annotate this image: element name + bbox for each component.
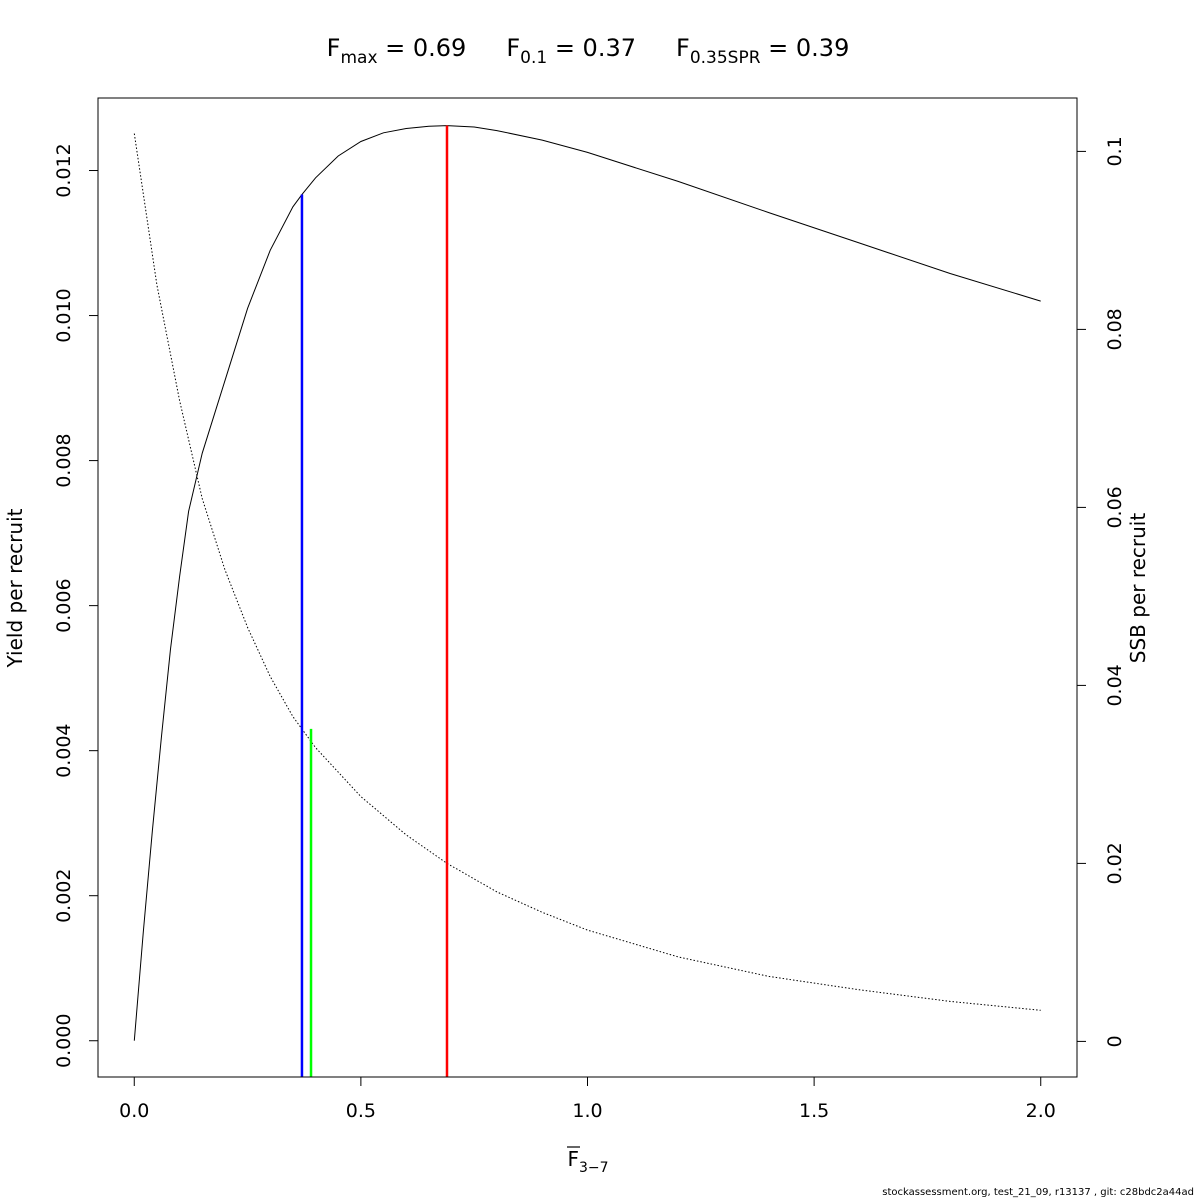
- y-tick-label: 0.010: [53, 288, 75, 342]
- plot-frame: [97, 97, 1078, 1078]
- y-axis-title: Yield per recruit: [3, 508, 27, 668]
- x-tick-label: 1.0: [572, 1100, 602, 1122]
- x-tick-label: 0.5: [346, 1100, 376, 1122]
- y-tick-label: 0.000: [53, 1014, 75, 1068]
- y-tick-label: 0.012: [53, 143, 75, 197]
- title-part-1-subscript: 0.1: [520, 48, 547, 68]
- reference-lines: [300, 125, 449, 1077]
- y2-axis-title: SSB per recruit: [1126, 513, 1150, 664]
- y2-tick-label: 0.02: [1104, 842, 1126, 884]
- y-tick-label: 0.002: [53, 869, 75, 923]
- y2-tick-label: 0.08: [1104, 308, 1126, 350]
- x-axis-title-symbol: F: [567, 1147, 579, 1171]
- y-tick-label: 0.004: [53, 723, 75, 777]
- y-tick-label: 0.006: [53, 578, 75, 632]
- x-axis: 0.0 0.5 1.0 1.5 2.0: [119, 1076, 1056, 1122]
- x-axis-title-subscript: 3−7: [579, 1160, 609, 1176]
- x-tick-label: 2.0: [1026, 1100, 1056, 1122]
- y2-tick-label: 0.04: [1104, 664, 1126, 706]
- title-part-2-symbol: F: [676, 34, 690, 62]
- title-part-0-subscript: max: [340, 48, 377, 68]
- title-part-1-value: = 0.37: [547, 34, 636, 62]
- y-axis-left: 0.000 0.002 0.004 0.006 0.008 0.010 0.012: [53, 143, 99, 1068]
- title-part-2-value: = 0.39: [761, 34, 850, 62]
- x-tick-label: 0.0: [119, 1100, 149, 1122]
- y2-tick-label: 0.1: [1104, 136, 1126, 166]
- title-part-1-symbol: F: [506, 34, 520, 62]
- ssb-per-recruit-line: [133, 133, 1041, 1011]
- y-tick-label: 0.008: [53, 433, 75, 487]
- series-group: [133, 125, 1041, 1041]
- title-part-0-symbol: F: [327, 34, 341, 62]
- x-axis-title: F3−7: [567, 1147, 608, 1176]
- title-part-2-subscript: 0.35SPR: [690, 48, 761, 68]
- x-tick-label: 1.5: [799, 1100, 829, 1122]
- y2-tick-label: 0: [1104, 1035, 1126, 1047]
- y2-tick-label: 0.06: [1104, 486, 1126, 528]
- title-part-0-value: = 0.69: [378, 34, 467, 62]
- chart-title: Fmax = 0.69 F0.1 = 0.37 F0.35SPR = 0.39: [327, 34, 850, 68]
- yield-per-recruit-line: [133, 125, 1041, 1041]
- axis-titles: Yield per recruit SSB per recruit F3−7: [3, 508, 1150, 1176]
- y-axis-right: 0 0.02 0.04 0.06 0.08 0.1: [1076, 136, 1126, 1047]
- footer-note: stockassessment.org, test_21_09, r13137 …: [882, 1187, 1194, 1198]
- title-text: Fmax = 0.69 F0.1 = 0.37 F0.35SPR = 0.39: [327, 34, 850, 68]
